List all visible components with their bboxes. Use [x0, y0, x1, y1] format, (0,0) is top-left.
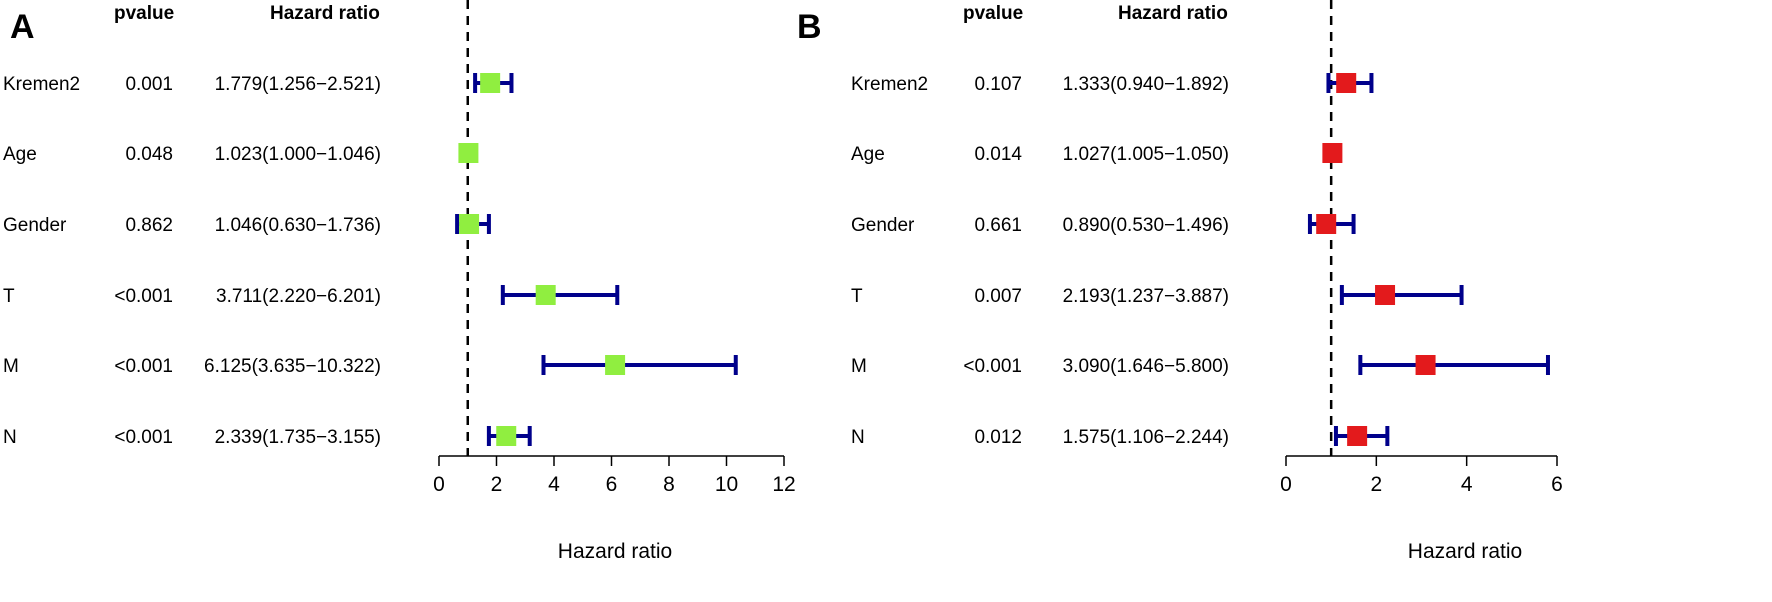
pvalue-column-a: 0.001 0.048 0.862 <0.001 <0.001 <0.001 [114, 74, 173, 448]
hazard-ratio-box [459, 214, 480, 234]
panel-b: B pvalue Hazard ratio Kremen2 Age Gender… [797, 0, 1563, 563]
pvalue-header-b: pvalue [963, 3, 1023, 24]
forest-row [1358, 355, 1550, 375]
forest-row [1339, 285, 1464, 305]
hr-cell: 1.046(0.630−1.736) [215, 215, 381, 236]
hazard-ratio-box [1375, 285, 1396, 305]
hr-cell: 6.125(3.635−10.322) [204, 356, 381, 377]
hazard-ratio-box [458, 143, 479, 163]
x-axis-title-a: Hazard ratio [558, 540, 672, 563]
hazard-ratio-box [605, 355, 626, 375]
x-tick-label: 0 [1280, 473, 1292, 496]
pvalue-cell: 0.012 [974, 427, 1022, 448]
row-labels-a: Kremen2 Age Gender T M N [3, 74, 80, 448]
forest-plot-area-b: 0 2 4 6 [1280, 0, 1563, 496]
forest-row [1326, 73, 1374, 93]
hr-cell: 1.027(1.005−1.050) [1063, 144, 1229, 165]
forest-row [1307, 214, 1356, 234]
hr-cell: 1.779(1.256−2.521) [215, 74, 381, 95]
forest-row [1333, 426, 1390, 446]
row-label: Gender [3, 215, 67, 236]
pvalue-cell: 0.001 [125, 74, 173, 95]
hr-cell: 1.575(1.106−2.244) [1063, 427, 1229, 448]
forest-row [486, 426, 532, 446]
forest-row [500, 285, 620, 305]
pvalue-cell: <0.001 [114, 286, 173, 307]
hazard-ratio-box [1347, 426, 1368, 446]
hazard-ratio-box [535, 285, 556, 305]
hr-cell: 3.711(2.220−6.201) [216, 286, 381, 307]
row-label: N [851, 427, 865, 448]
pvalue-cell: <0.001 [963, 356, 1022, 377]
forest-row [473, 73, 514, 93]
x-tick-label: 4 [548, 473, 560, 496]
hr-cell: 1.023(1.000−1.046) [215, 144, 381, 165]
panel-letter-b: B [797, 8, 822, 46]
row-label: Age [3, 144, 37, 165]
hazard-ratio-box [1322, 143, 1343, 163]
row-label: T [851, 286, 863, 307]
hazard-ratio-box [480, 73, 501, 93]
x-tick-label: 10 [715, 473, 738, 496]
hr-column-b: 1.333(0.940−1.892) 1.027(1.005−1.050) 0.… [1063, 74, 1229, 448]
forest-row [541, 355, 738, 375]
row-label: T [3, 286, 15, 307]
row-label: Age [851, 144, 885, 165]
row-label: M [851, 356, 867, 377]
pvalue-cell: 0.107 [974, 74, 1022, 95]
pvalue-cell: 0.014 [974, 144, 1022, 165]
hr-cell: 2.193(1.237−3.887) [1063, 286, 1229, 307]
row-label: Kremen2 [851, 74, 928, 95]
x-axis-title-b: Hazard ratio [1408, 540, 1522, 563]
forest-row [455, 214, 491, 234]
pvalue-cell: <0.001 [114, 427, 173, 448]
row-label: Kremen2 [3, 74, 80, 95]
x-tick-label: 6 [606, 473, 618, 496]
hr-column-a: 1.779(1.256−2.521) 1.023(1.000−1.046) 1.… [204, 74, 381, 448]
pvalue-cell: 0.007 [974, 286, 1022, 307]
x-tick-label: 0 [433, 473, 445, 496]
hr-cell: 2.339(1.735−3.155) [215, 427, 381, 448]
hazard-ratio-box [1415, 355, 1436, 375]
panel-a: A pvalue Hazard ratio Kremen2 Age Gender… [3, 0, 796, 563]
hr-header-a: Hazard ratio [270, 3, 380, 24]
hr-cell: 1.333(0.940−1.892) [1063, 74, 1229, 95]
pvalue-cell: 0.661 [974, 215, 1022, 236]
pvalue-cell: 0.862 [125, 215, 173, 236]
row-label: N [3, 427, 17, 448]
hr-cell: 3.090(1.646−5.800) [1063, 356, 1229, 377]
forest-row [1322, 143, 1343, 163]
row-label: M [3, 356, 19, 377]
pvalue-cell: <0.001 [114, 356, 173, 377]
x-tick-label: 8 [663, 473, 675, 496]
hr-cell: 0.890(0.530−1.496) [1063, 215, 1229, 236]
x-tick-label: 12 [772, 473, 795, 496]
panel-letter-a: A [10, 8, 35, 46]
forest-row [458, 143, 479, 163]
hazard-ratio-box [496, 426, 517, 446]
hr-header-b: Hazard ratio [1118, 3, 1228, 24]
forest-plot-area-a: 0 2 4 6 8 10 12 [433, 0, 796, 496]
pvalue-header-a: pvalue [114, 3, 174, 24]
x-tick-label: 4 [1461, 473, 1473, 496]
hazard-ratio-box [1316, 214, 1337, 234]
x-tick-label: 2 [491, 473, 503, 496]
row-label: Gender [851, 215, 915, 236]
hazard-ratio-box [1336, 73, 1357, 93]
x-tick-label: 2 [1370, 473, 1382, 496]
x-tick-label: 6 [1551, 473, 1563, 496]
pvalue-column-b: 0.107 0.014 0.661 0.007 <0.001 0.012 [963, 74, 1022, 448]
row-labels-b: Kremen2 Age Gender T M N [851, 74, 928, 448]
pvalue-cell: 0.048 [125, 144, 173, 165]
